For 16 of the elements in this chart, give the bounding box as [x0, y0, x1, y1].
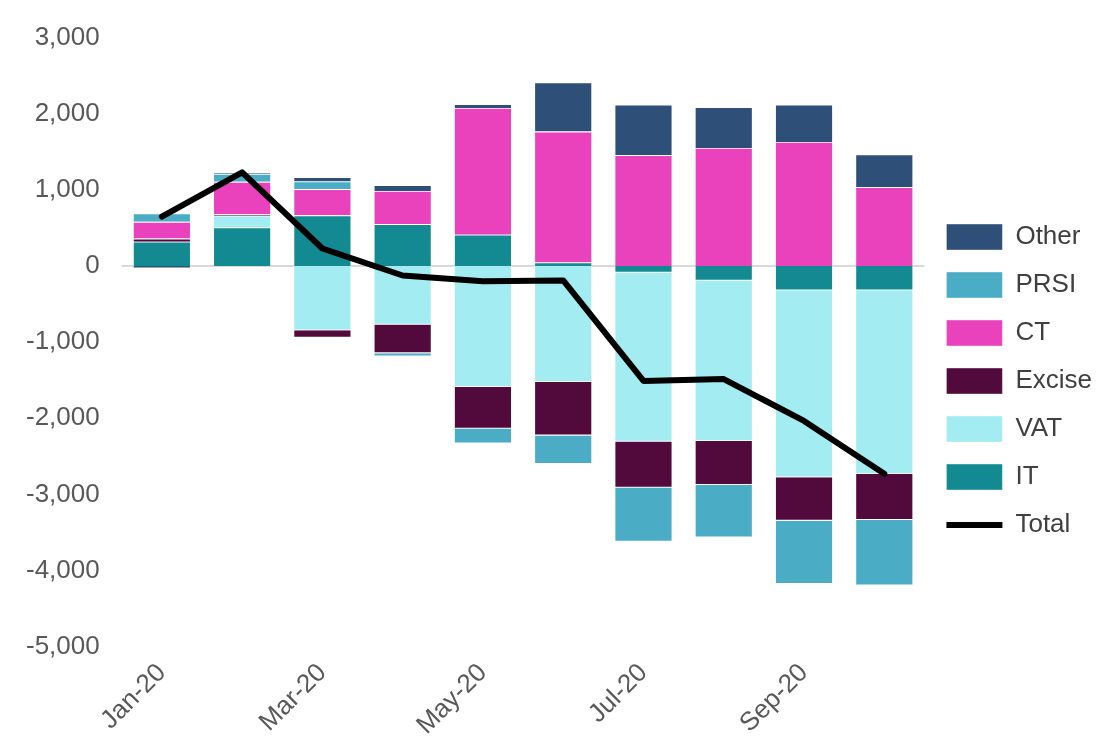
- legend-label: VAT: [1015, 412, 1063, 443]
- y-tick-label: -1,000: [25, 325, 100, 356]
- legend-label: PRSI: [1015, 268, 1077, 299]
- y-tick-label: 0: [85, 249, 100, 280]
- y-tick-label: -2,000: [25, 401, 100, 432]
- legend-label: Total: [1015, 508, 1071, 539]
- y-tick-label: -3,000: [25, 477, 100, 508]
- legend-label: Other: [1015, 220, 1081, 251]
- y-tick-label: 3,000: [34, 20, 100, 51]
- legend-label: IT: [1015, 460, 1039, 491]
- y-tick-label: -5,000: [25, 629, 100, 660]
- y-tick-label: 1,000: [34, 173, 100, 204]
- y-tick-label: 2,000: [34, 96, 100, 127]
- y-tick-label: -4,000: [25, 553, 100, 584]
- legend-label: CT: [1015, 316, 1051, 347]
- legend-label: Excise: [1015, 364, 1092, 395]
